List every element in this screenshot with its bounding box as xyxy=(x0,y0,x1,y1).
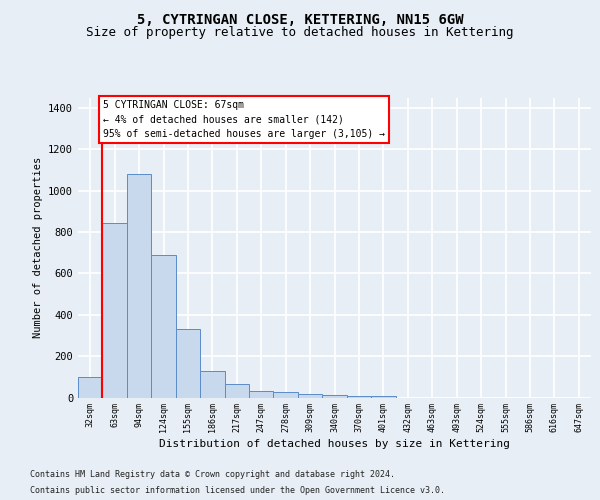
Bar xyxy=(103,222,127,398)
Bar xyxy=(78,377,103,398)
Text: Contains public sector information licensed under the Open Government Licence v3: Contains public sector information licen… xyxy=(30,486,445,495)
Text: Contains HM Land Registry data © Crown copyright and database right 2024.: Contains HM Land Registry data © Crown c… xyxy=(30,470,395,479)
Bar xyxy=(176,329,200,398)
Bar xyxy=(322,396,347,398)
Bar xyxy=(371,396,395,398)
Bar xyxy=(347,396,371,398)
Text: 5, CYTRINGAN CLOSE, KETTERING, NN15 6GW: 5, CYTRINGAN CLOSE, KETTERING, NN15 6GW xyxy=(137,12,463,26)
Bar xyxy=(151,254,176,398)
Bar xyxy=(224,384,249,398)
Bar xyxy=(274,392,298,398)
Bar xyxy=(298,394,322,398)
Bar xyxy=(127,174,151,398)
Bar xyxy=(200,370,224,398)
Text: 5 CYTRINGAN CLOSE: 67sqm
← 4% of detached houses are smaller (142)
95% of semi-d: 5 CYTRINGAN CLOSE: 67sqm ← 4% of detache… xyxy=(103,100,385,139)
X-axis label: Distribution of detached houses by size in Kettering: Distribution of detached houses by size … xyxy=(159,440,510,450)
Y-axis label: Number of detached properties: Number of detached properties xyxy=(32,157,43,338)
Bar xyxy=(249,392,274,398)
Text: Size of property relative to detached houses in Kettering: Size of property relative to detached ho… xyxy=(86,26,514,39)
